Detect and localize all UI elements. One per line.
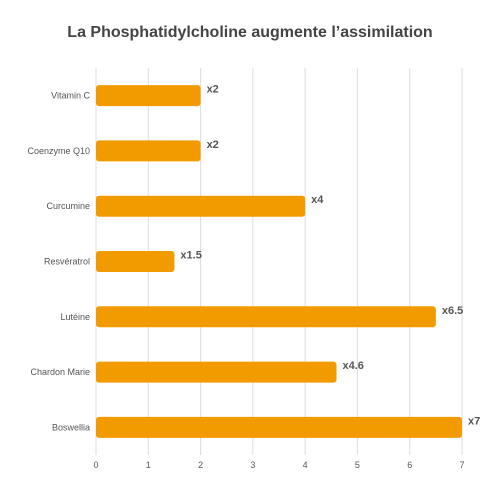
bar xyxy=(96,140,201,162)
x-tick-label: 0 xyxy=(93,460,98,470)
x-tick-label: 7 xyxy=(459,460,464,470)
bar xyxy=(96,251,175,272)
bar xyxy=(96,85,201,107)
bar xyxy=(96,195,306,217)
x-tick-label: 2 xyxy=(198,460,203,470)
x-tick-label: 6 xyxy=(407,460,412,470)
x-tick-label: 4 xyxy=(303,460,308,470)
x-tick-label: 3 xyxy=(250,460,255,470)
chart-title: La Phosphatidylcholine augmente l’assimi… xyxy=(67,24,433,41)
category-label: Chardon Marie xyxy=(30,367,90,377)
category-label: Curcumine xyxy=(46,201,90,211)
data-label: x1.5 xyxy=(180,250,201,262)
x-tick-label: 1 xyxy=(146,460,151,470)
x-tick-label: 5 xyxy=(355,460,360,470)
category-label: Boswellia xyxy=(52,422,90,432)
category-label: Lutéine xyxy=(60,312,90,322)
data-label: x7 xyxy=(468,415,480,427)
data-label: x2 xyxy=(207,84,219,96)
bar xyxy=(96,361,337,383)
data-label: x2 xyxy=(207,139,219,151)
data-label: x4 xyxy=(311,194,324,206)
data-label: x4.6 xyxy=(343,360,364,372)
bar xyxy=(96,416,462,438)
category-label: Coenzyme Q10 xyxy=(27,146,90,156)
category-label: Vitamin C xyxy=(51,91,90,101)
category-label: Resvératrol xyxy=(44,257,90,267)
data-label: x6.5 xyxy=(442,305,463,317)
bar xyxy=(96,306,436,328)
